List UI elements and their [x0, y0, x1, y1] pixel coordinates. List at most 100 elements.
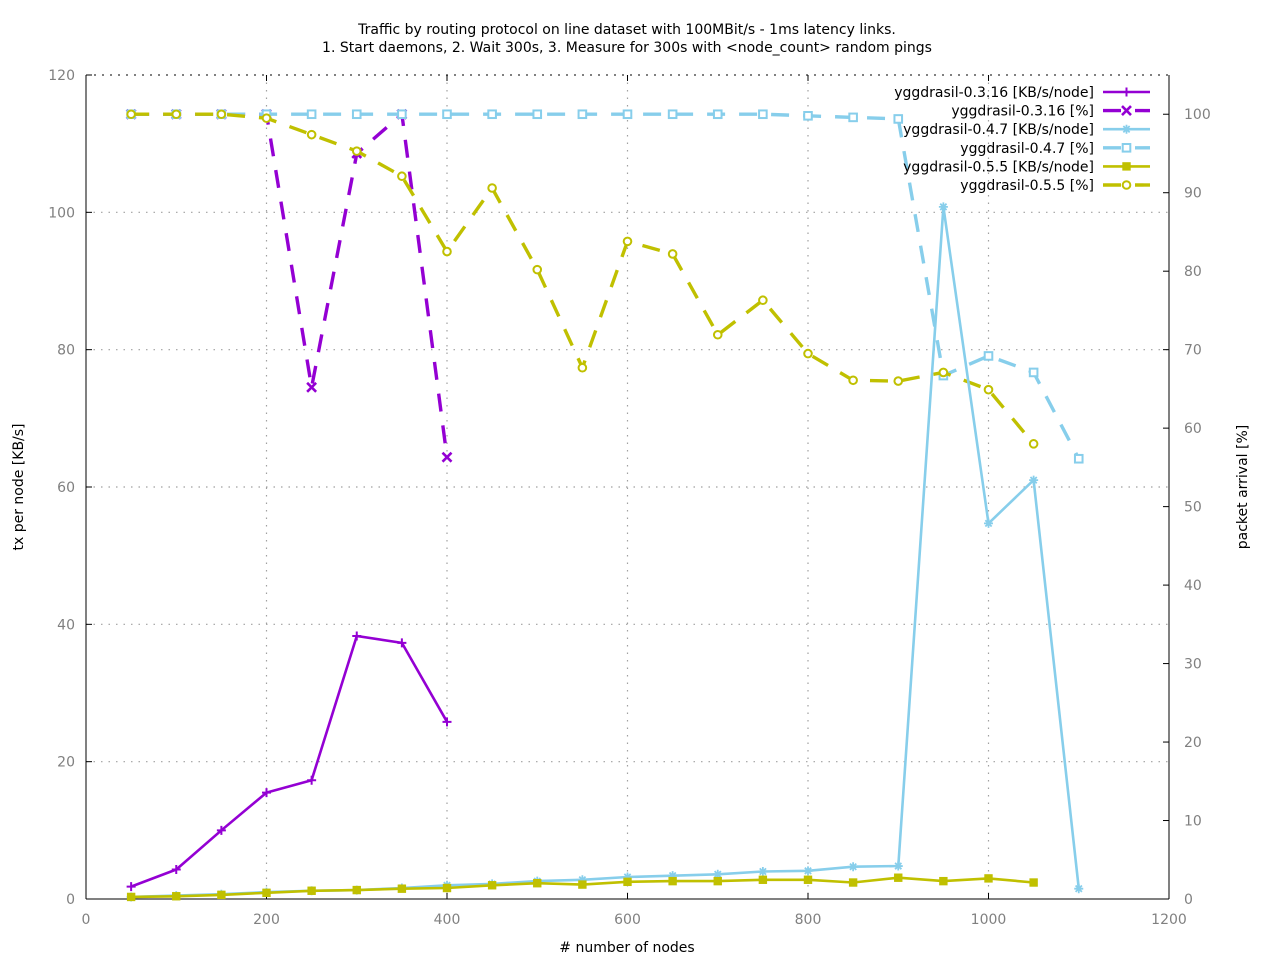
data-point — [983, 384, 994, 395]
data-point — [352, 631, 362, 641]
y-tick-label: 20 — [57, 755, 75, 771]
y2-tick-label: 50 — [1184, 500, 1202, 516]
legend-label: yggdrasil-0.3.16 [KB/s/node] — [894, 85, 1094, 101]
data-point — [1028, 367, 1039, 378]
data-point — [126, 109, 136, 120]
data-point — [1074, 884, 1084, 894]
data-point — [893, 376, 904, 386]
y2-tick-label: 90 — [1184, 186, 1202, 202]
y-tick-label: 0 — [66, 892, 75, 908]
series-5 — [126, 109, 1039, 449]
data-point — [803, 866, 813, 876]
data-point — [758, 295, 768, 306]
data-point — [352, 885, 361, 895]
data-point — [848, 862, 858, 872]
data-point — [306, 129, 317, 140]
chart-title: Traffic by routing protocol on line data… — [357, 22, 896, 38]
y-axis-label: tx per node [KB/s] — [11, 423, 27, 550]
y2-tick-label: 40 — [1184, 578, 1202, 594]
legend-label: yggdrasil-0.5.5 [KB/s/node] — [903, 159, 1094, 175]
data-point — [442, 883, 452, 893]
y2-tick-label: 10 — [1184, 814, 1202, 830]
data-point — [397, 171, 407, 182]
data-point — [622, 236, 633, 247]
data-point — [623, 872, 632, 882]
axes: 0 200 400 600 800 1000 12000204060801001200102… — [48, 68, 1210, 928]
data-point — [1121, 143, 1132, 153]
data-point — [758, 867, 768, 877]
data-point — [397, 884, 407, 893]
data-point — [261, 113, 272, 123]
legend: yggdrasil-0.3.16 [KB/s/node] yggdrasil-0.… — [894, 85, 1150, 194]
data-point — [1029, 475, 1039, 485]
data-point — [983, 351, 994, 361]
data-point — [1028, 439, 1039, 449]
legend-entry: yggdrasil-0.5.5 [%] — [960, 178, 1150, 194]
data-point — [848, 112, 858, 123]
data-point — [126, 892, 136, 902]
x-tick-label: 200 — [253, 912, 280, 928]
data-point — [577, 362, 588, 373]
data-point — [487, 109, 497, 120]
x-tick-label: 0 — [82, 912, 91, 928]
data-point — [713, 869, 723, 879]
legend-entry: yggdrasil-0.3.16 [%] — [951, 104, 1150, 120]
data-point — [758, 875, 768, 884]
series-0 — [126, 631, 452, 892]
legend-entry: yggdrasil-0.4.7 [%] — [960, 141, 1150, 157]
data-point — [217, 890, 226, 900]
legend-entry: yggdrasil-0.3.16 [KB/s/node] — [894, 85, 1150, 101]
data-point — [758, 109, 768, 120]
data-point — [1122, 162, 1131, 171]
data-point — [171, 109, 182, 120]
data-point — [938, 367, 949, 378]
series-4 — [126, 873, 1038, 902]
x-tick-label: 1200 — [1151, 912, 1187, 928]
data-point — [533, 879, 542, 888]
series-line — [131, 112, 449, 458]
data-point — [442, 246, 452, 257]
data-point — [984, 874, 993, 883]
data-point — [712, 329, 723, 340]
y2-tick-label: 20 — [1184, 735, 1202, 751]
y2-tick-label: 60 — [1184, 421, 1202, 437]
data-point — [667, 109, 678, 120]
data-point — [307, 775, 317, 785]
data-point — [893, 861, 903, 871]
data-point — [442, 717, 452, 727]
y2-tick-label: 100 — [1184, 107, 1211, 123]
data-point — [397, 109, 407, 120]
x-tick-label: 1000 — [971, 912, 1007, 928]
data-point — [984, 518, 993, 528]
data-point — [262, 788, 271, 798]
data-point — [938, 202, 948, 212]
data-point — [1122, 87, 1131, 97]
series — [125, 108, 1084, 902]
legend-entry: yggdrasil-0.5.5 [KB/s/node] — [903, 159, 1150, 175]
y2-tick-label: 80 — [1184, 264, 1202, 280]
y-tick-label: 60 — [57, 480, 75, 496]
legend-label: yggdrasil-0.4.7 [%] — [960, 141, 1094, 157]
legend-label: yggdrasil-0.5.5 [%] — [960, 178, 1094, 194]
data-point — [894, 873, 903, 882]
data-point — [1029, 878, 1038, 887]
data-point — [668, 876, 677, 886]
x-tick-label: 400 — [434, 912, 461, 928]
series-3 — [126, 109, 1084, 464]
chart-subtitle: 1. Start daemons, 2. Wait 300s, 3. Measu… — [322, 40, 932, 56]
data-point — [216, 825, 226, 835]
data-point — [441, 451, 453, 463]
data-point — [803, 875, 813, 884]
data-point — [262, 888, 271, 898]
data-point — [848, 375, 858, 386]
data-point — [668, 871, 678, 881]
data-point — [1121, 105, 1132, 117]
data-point — [1121, 180, 1132, 190]
series-line — [130, 634, 449, 888]
data-point — [848, 878, 858, 887]
data-point — [487, 881, 497, 890]
data-point — [397, 638, 407, 648]
data-point — [1122, 124, 1131, 134]
